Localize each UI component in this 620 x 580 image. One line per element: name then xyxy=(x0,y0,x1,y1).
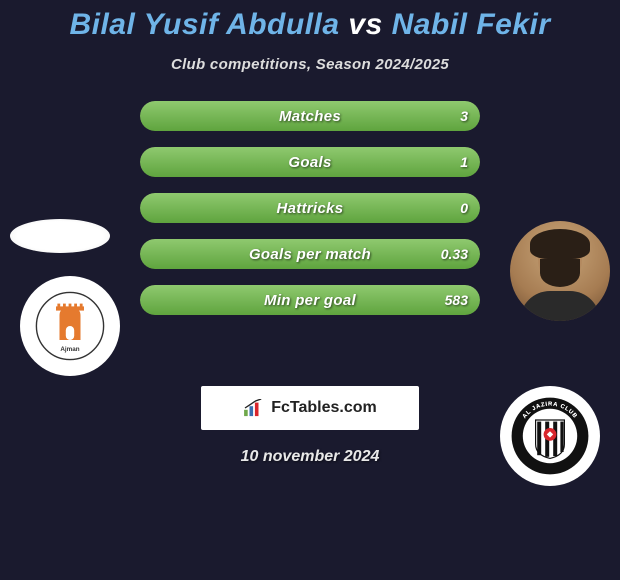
stat-bar-matches: Matches 3 xyxy=(140,101,480,131)
player2-avatar xyxy=(510,221,610,321)
stat-bar-hattricks: Hattricks 0 xyxy=(140,193,480,223)
stat-label: Goals xyxy=(140,147,480,177)
stat-value: 0 xyxy=(460,193,468,223)
player1-club-logo: Ajman xyxy=(20,276,120,376)
avatar-beard xyxy=(540,259,580,287)
stat-bar-min-per-goal: Min per goal 583 xyxy=(140,285,480,315)
page-title: Bilal Yusif Abdulla vs Nabil Fekir xyxy=(0,0,620,42)
stat-bars: Matches 3 Goals 1 Hattricks 0 Goals per … xyxy=(140,101,480,331)
stat-bar-goals-per-match: Goals per match 0.33 xyxy=(140,239,480,269)
ajman-club-icon: Ajman xyxy=(35,291,105,361)
stat-label: Hattricks xyxy=(140,193,480,223)
stat-value: 0.33 xyxy=(441,239,468,269)
title-player1: Bilal Yusif Abdulla xyxy=(69,8,339,41)
svg-text:Ajman: Ajman xyxy=(60,346,79,353)
player1-avatar-blank xyxy=(10,219,110,253)
stat-label: Goals per match xyxy=(140,239,480,269)
title-vs: vs xyxy=(348,8,382,41)
comparison-content: Ajman Matches 3 Goals 1 Hattricks 0 Goal… xyxy=(0,101,620,361)
subtitle: Club competitions, Season 2024/2025 xyxy=(0,56,620,73)
stat-label: Min per goal xyxy=(140,285,480,315)
player2-club-logo: AL JAZIRA CLUB AL JAZIRA CLUB xyxy=(500,386,600,486)
stat-bar-goals: Goals 1 xyxy=(140,147,480,177)
title-player2: Nabil Fekir xyxy=(392,8,551,41)
stat-value: 3 xyxy=(460,101,468,131)
fctables-icon xyxy=(243,399,265,417)
avatar-shirt xyxy=(520,291,600,321)
stat-value: 1 xyxy=(460,147,468,177)
attribution-text: FcTables.com xyxy=(271,399,377,417)
al-jazira-club-icon: AL JAZIRA CLUB AL JAZIRA CLUB xyxy=(510,396,590,476)
stat-label: Matches xyxy=(140,101,480,131)
stat-value: 583 xyxy=(445,285,468,315)
attribution-badge: FcTables.com xyxy=(201,386,419,430)
